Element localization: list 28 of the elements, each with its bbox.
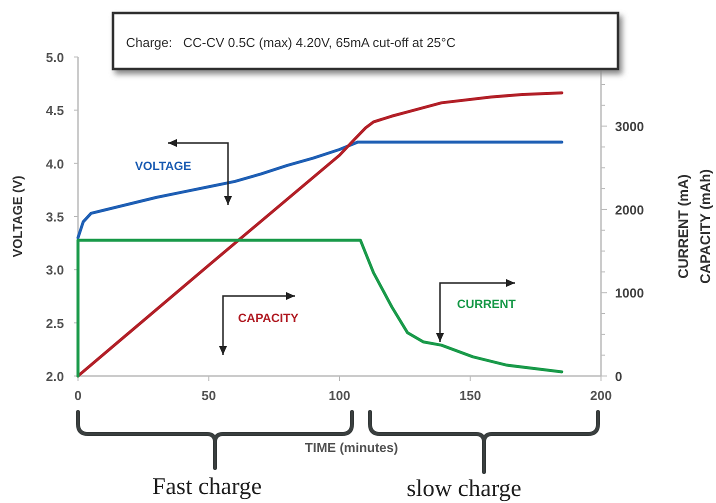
x-axis-title: TIME (minutes) [304, 440, 398, 455]
text: CURRENT [457, 297, 516, 311]
y-tick-label: 5.0 [46, 50, 64, 65]
text: Fast charge [152, 474, 262, 500]
text: slow charge [406, 476, 522, 502]
y-tick-label: 4.0 [46, 156, 64, 172]
x-tick-label: 50 [202, 388, 216, 403]
line-series [76, 91, 564, 378]
series-label: VOLTAGE [135, 159, 192, 173]
y2-tick-label: 2000 [615, 202, 644, 218]
y-tick-label: 4.5 [46, 103, 64, 118]
y2-tick-label: 1000 [615, 286, 644, 301]
chart-title: Charge: CC-CV 0.5C (max) 4.20V, 65mA cut-off at 25°C [126, 35, 456, 50]
y-tick-label: 2.0 [46, 369, 64, 384]
y-tick-label: 3.5 [46, 210, 64, 224]
y-tick-label: 3.0 [46, 262, 64, 278]
text: CAPACITY [238, 311, 298, 325]
x-tick-label: 150 [459, 388, 482, 403]
x-tick-label: 200 [590, 388, 612, 403]
y-axis-title: VOLTAGE (V) [10, 176, 25, 258]
y2-tick-label: 0 [615, 369, 622, 384]
line-series [76, 140, 564, 240]
y2-tick-label: 3000 [615, 119, 644, 134]
y2-axis-title: CURRENT (mA) CAPACITY (mAh) [675, 169, 713, 284]
x-tick-label: 0 [74, 388, 82, 403]
x-tick-label: 100 [328, 388, 350, 403]
y-tick-label: 2.5 [46, 316, 64, 331]
line-series [76, 238, 564, 378]
